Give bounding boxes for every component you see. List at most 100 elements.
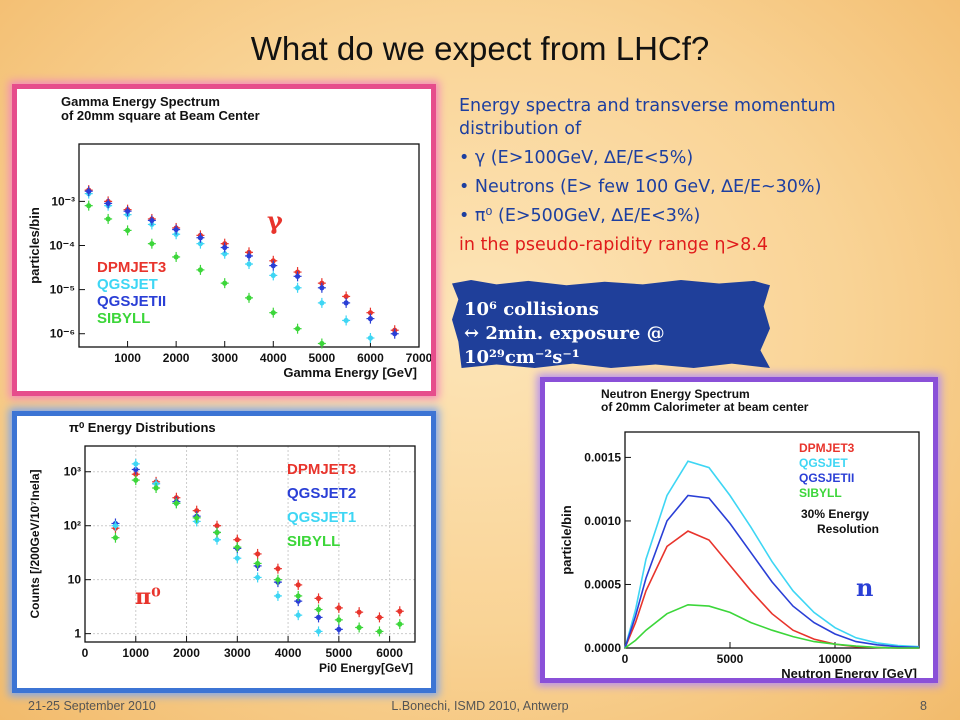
x-tick-label: 2000 xyxy=(163,351,190,365)
data-point-sibyll xyxy=(255,560,261,567)
x-tick-label: 4000 xyxy=(260,351,287,365)
series-line-qgsjetii xyxy=(624,494,920,649)
x-tick-label: 4000 xyxy=(275,646,302,660)
y-tick-label: 0.0005 xyxy=(584,577,621,591)
chart-title: Gamma Energy Spectrum xyxy=(61,94,220,109)
info-bullet-pi0: • π⁰ (E>500GeV, ∆E/E<3%) xyxy=(459,206,701,226)
data-point-qgsjet xyxy=(319,300,325,306)
y-axis-label: particle/bin xyxy=(559,505,574,574)
data-point-qgsjetii xyxy=(270,263,276,269)
data-point-qgsjet2 xyxy=(133,466,139,473)
data-point-qgsjet xyxy=(246,261,252,267)
data-point-sibyll xyxy=(149,241,155,247)
data-point-dpmjet3 xyxy=(367,310,374,316)
annotation-line: 30% Energy xyxy=(801,507,869,521)
info-bullet-gamma: • γ (E>100GeV, ∆E/E<5%) xyxy=(459,148,694,168)
x-tick-label: 1000 xyxy=(114,351,141,365)
y-tick-label: 0.0015 xyxy=(584,450,621,464)
chart-title: π⁰ Energy Distributions xyxy=(69,420,216,435)
data-point-sibyll xyxy=(295,593,301,599)
y-tick-label: 1 xyxy=(74,627,81,641)
data-point-sibyll xyxy=(336,617,342,623)
data-point-qgsjet1 xyxy=(275,593,281,599)
data-point-sibyll xyxy=(294,326,301,332)
y-tick-label: 0.0010 xyxy=(584,514,621,528)
data-point-sibyll xyxy=(124,227,131,233)
x-axis-label: Neutron Energy [GeV] xyxy=(781,666,917,678)
data-point-dpmjet3 xyxy=(356,609,362,615)
info-text-block: Energy spectra and transverse momentum d… xyxy=(459,95,939,257)
collision-banner: 10⁶ collisions ↔ 2min. exposure @ 10²⁹cm… xyxy=(452,280,770,368)
x-tick-label: 1000 xyxy=(122,646,149,660)
slide-title: What do we expect from LHCf? xyxy=(250,30,710,67)
x-axis-label: Pi0 Energy[GeV] xyxy=(319,661,413,675)
annotation-line: Resolution xyxy=(817,522,879,536)
data-point-qgsjetii xyxy=(246,253,252,259)
banner-line-exposure: ↔ 2min. exposure @ 10²⁹cm⁻²s⁻¹ xyxy=(464,323,665,368)
data-point-qgsjet1 xyxy=(112,523,119,529)
data-point-sibyll xyxy=(319,340,325,347)
data-point-sibyll xyxy=(222,280,228,286)
data-point-qgsjetii xyxy=(294,273,301,279)
legend-entry-sibyll: SIBYLL xyxy=(287,533,340,550)
data-point-sibyll xyxy=(246,295,252,301)
data-point-qgsjet2 xyxy=(295,598,301,604)
y-tick-label: 10⁻³ xyxy=(51,194,75,208)
data-point-dpmjet3 xyxy=(194,508,200,514)
legend-entry-qgsjetii: QGSJETII xyxy=(799,471,854,485)
chart-title: Neutron Energy Spectrum xyxy=(601,387,750,401)
data-point-sibyll xyxy=(197,267,204,273)
data-point-dpmjet3 xyxy=(275,566,281,572)
x-tick-label: 2000 xyxy=(173,646,200,660)
chart-subtitle: of 20mm Calorimeter at beam center xyxy=(601,400,809,414)
data-point-qgsjet1 xyxy=(315,628,322,635)
data-point-qgsjetii xyxy=(392,331,398,337)
data-point-sibyll xyxy=(397,621,403,627)
x-tick-label: 5000 xyxy=(309,351,336,365)
x-tick-label: 0 xyxy=(82,646,89,660)
data-point-sibyll xyxy=(86,203,92,209)
legend-entry-sibyll: SIBYLL xyxy=(799,486,842,500)
data-point-qgsjet1 xyxy=(214,537,220,543)
legend-entry-dpmjet3: DPMJET3 xyxy=(799,441,855,455)
data-point-dpmjet3 xyxy=(343,293,349,300)
data-point-qgsjetii xyxy=(124,208,131,214)
chart-subtitle: of 20mm square at Beam Center xyxy=(61,108,260,123)
data-point-sibyll xyxy=(173,254,179,260)
data-point-qgsjet xyxy=(367,335,374,341)
data-point-dpmjet3 xyxy=(336,605,342,611)
legend-entry-qgsjetii: QGSJETII xyxy=(97,293,166,310)
legend-entry-sibyll: SIBYLL xyxy=(97,310,150,327)
data-point-qgsjetii xyxy=(105,200,111,207)
pi0-distribution-panel: π⁰ Energy Distributions 0 1000 2000 3000 4000… xyxy=(12,411,436,693)
data-point-sibyll xyxy=(234,544,240,550)
data-point-sibyll xyxy=(194,515,200,521)
data-point-qgsjet2 xyxy=(315,614,322,620)
y-tick-label: 0.0000 xyxy=(584,641,621,655)
data-point-dpmjet3 xyxy=(255,551,261,557)
series-line-sibyll xyxy=(624,603,919,649)
data-point-qgsjetii xyxy=(86,188,92,194)
y-tick-label: 10 xyxy=(68,573,82,587)
data-point-qgsjetii xyxy=(319,285,325,291)
plot-frame xyxy=(84,445,416,643)
plot-frame xyxy=(624,431,920,649)
data-point-sibyll xyxy=(214,529,220,536)
legend-entry-qgsjet1: QGSJET1 xyxy=(287,509,356,526)
banner-line-collisions: 10⁶ collisions xyxy=(464,299,599,320)
data-point-qgsjetii xyxy=(173,226,179,233)
x-tick-label: 6000 xyxy=(376,646,403,660)
x-tick-label: 5000 xyxy=(325,646,352,660)
y-tick-label: 10⁻⁵ xyxy=(50,283,75,297)
particle-symbol-: π⁰ xyxy=(135,584,161,610)
legend-entry-qgsjet: QGSJET xyxy=(97,276,158,293)
x-tick-label: 5000 xyxy=(717,652,744,666)
data-point-qgsjet1 xyxy=(133,461,139,467)
data-point-dpmjet3 xyxy=(234,537,240,543)
footer-date: 21-25 September 2010 xyxy=(28,699,156,713)
info-rapidity-range: in the pseudo-rapidity range η>8.4 xyxy=(459,235,769,255)
data-point-dpmjet3 xyxy=(295,582,301,588)
pi0-distribution-chart: π⁰ Energy Distributions 0 1000 2000 3000 4000… xyxy=(28,420,416,675)
particle-symbol-: γ xyxy=(267,206,283,235)
data-point-dpmjet3 xyxy=(214,523,220,529)
